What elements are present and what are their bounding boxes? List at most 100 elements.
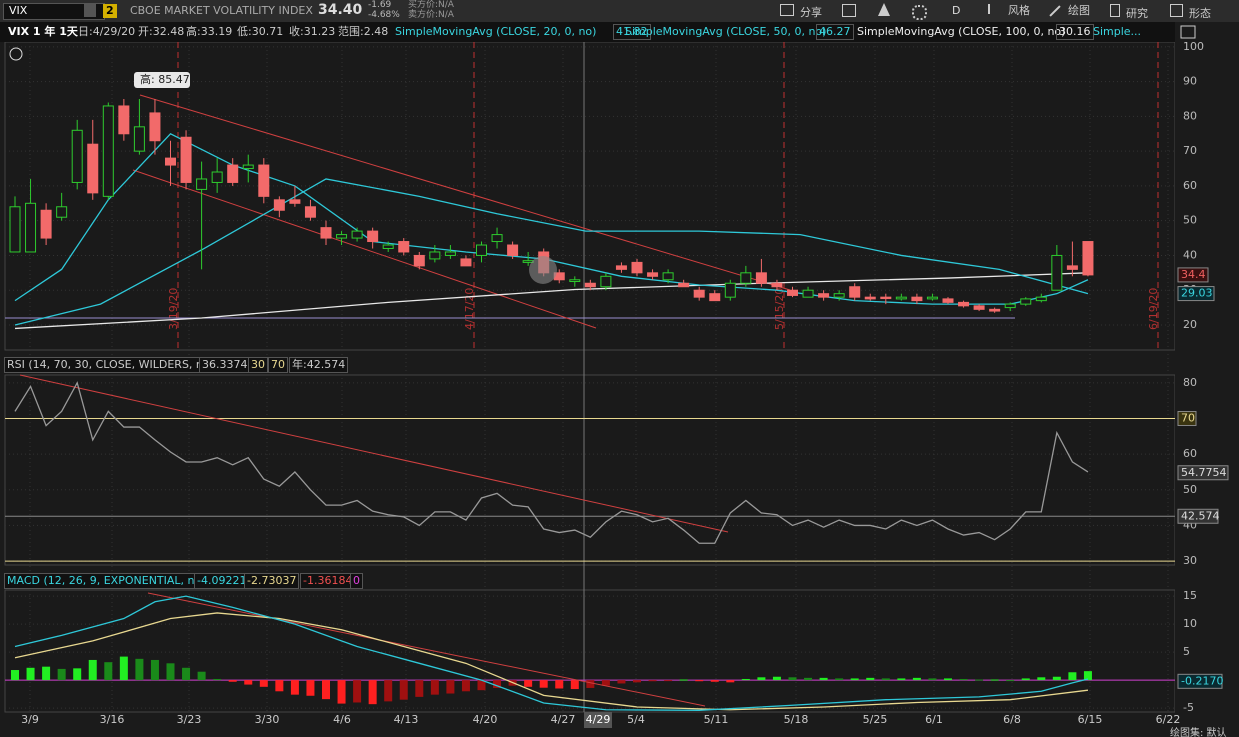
value-badge-label: 54.7754 — [1181, 466, 1227, 479]
symbol-dropdown[interactable] — [84, 4, 96, 17]
bar-range: 范围:2.48 — [338, 25, 389, 38]
candle-body — [56, 206, 68, 218]
histogram-bar — [446, 680, 455, 694]
trend-line — [147, 592, 706, 707]
alert-icon — [9, 47, 23, 61]
histogram-bar — [695, 680, 704, 682]
y-tick-label: 50 — [1183, 214, 1197, 227]
style-button[interactable]: 风格 — [988, 4, 1030, 18]
candle-body — [491, 234, 503, 243]
x-tick-label: 5/18 — [784, 713, 809, 726]
value-badge — [1177, 508, 1219, 524]
bar-close: 收:31.23 — [289, 25, 336, 38]
toolbar: VIX 2 CBOE MARKET VOLATILITY INDEX 34.40… — [0, 0, 1239, 22]
histogram-bar — [990, 679, 999, 681]
candle-body — [911, 296, 923, 302]
histogram-bar — [119, 656, 128, 681]
settings-button[interactable] — [912, 5, 927, 20]
bar-open: 开:32.48 — [138, 25, 185, 38]
histogram-bar — [228, 680, 237, 682]
candle-body — [1020, 298, 1032, 305]
candle-body — [973, 305, 985, 310]
candle-body — [9, 206, 21, 253]
sma-line — [14, 178, 1089, 326]
histogram-bar — [835, 678, 844, 681]
candle-body — [740, 272, 752, 284]
timeframe-button[interactable]: D — [952, 4, 961, 17]
study-value: 年:42.574 — [289, 357, 349, 373]
macd-line — [14, 595, 1089, 711]
histogram-bar — [586, 680, 595, 688]
histogram-bar — [959, 678, 968, 681]
snapshot-button[interactable] — [842, 4, 856, 17]
expand-icon — [1180, 25, 1196, 39]
histogram-bar — [244, 680, 253, 685]
chart-header: VIX 1 年 1天 日:4/29/20 开:32.48 高:33.19 低:3… — [0, 22, 1175, 42]
histogram-bar — [150, 659, 159, 681]
candle-body — [320, 227, 332, 239]
bid: 买方价:N/A — [408, 0, 454, 10]
study-value: 36.3374 — [199, 357, 251, 373]
bar-low: 低:30.71 — [237, 25, 284, 38]
histogram-bar — [135, 658, 144, 681]
histogram-bar — [741, 678, 750, 681]
candle-body — [693, 289, 705, 298]
study-name: SimpleMovingAvg (CLOSE, 50, 0, no) — [625, 25, 827, 38]
value-badge-label: 42.574 — [1181, 509, 1220, 522]
y-tick-label: 100 — [1183, 40, 1204, 53]
histogram-bar — [726, 680, 735, 683]
candle-body — [678, 282, 690, 288]
y-tick-label: 40 — [1183, 248, 1197, 261]
candle-body — [755, 272, 767, 284]
candle-body — [87, 143, 99, 194]
patterns-button[interactable]: 形态 — [1170, 4, 1211, 21]
study-value: -1.36184 — [300, 573, 356, 589]
y-tick-label: 10 — [1183, 617, 1197, 630]
histogram-bar — [1052, 676, 1061, 681]
candle-body — [429, 251, 441, 260]
x-tick-label: 6/1 — [925, 713, 943, 726]
drawing-button[interactable]: 绘图 — [1048, 4, 1090, 18]
flask-button[interactable] — [878, 3, 890, 16]
candle-body — [615, 265, 627, 270]
study-value: -4.09221 — [194, 573, 250, 589]
candle-body — [926, 296, 938, 300]
candle-body — [133, 126, 145, 152]
candle-body — [771, 282, 783, 288]
histogram-bar — [897, 678, 906, 681]
candle-body — [382, 244, 394, 249]
y-tick-label: 60 — [1183, 447, 1197, 460]
study-name: SimpleMovingAvg (CLOSE, 20, 0, no) — [395, 25, 597, 38]
candle-body — [304, 206, 316, 218]
histogram-bar — [57, 668, 66, 681]
link-badge[interactable]: 2 — [103, 4, 117, 18]
histogram-bar — [368, 680, 377, 705]
studies-button[interactable]: 研究 — [1110, 4, 1148, 21]
macd-header: MACD (12, 26, 9, EXPONENTIAL, no) -4.092… — [0, 571, 380, 591]
candle-body — [289, 199, 301, 204]
candle-body — [600, 275, 612, 288]
study-name: MACD (12, 26, 9, EXPONENTIAL, no) — [4, 573, 209, 589]
histogram-bar — [275, 680, 284, 692]
last-price: 34.40 — [318, 2, 363, 18]
candle-body — [1066, 265, 1078, 270]
histogram-bar — [1037, 677, 1046, 681]
candle-body — [662, 272, 674, 281]
sma-line — [14, 272, 1088, 330]
study-value: -2.73037 — [244, 573, 300, 589]
histogram-bar — [601, 680, 610, 686]
candle-body — [833, 293, 845, 298]
event-label: 5/15/20 — [773, 288, 786, 330]
candle-body — [989, 308, 1001, 312]
ask: 卖方价:N/A — [408, 10, 454, 20]
cursor-marker — [529, 256, 557, 284]
x-tick-label: 6/22 — [1156, 713, 1181, 726]
histogram-bar — [353, 680, 362, 703]
share-button[interactable]: 分享 — [780, 4, 822, 20]
panel — [4, 589, 1176, 713]
study-value: 46.27 — [816, 24, 854, 40]
histogram-bar — [928, 678, 937, 681]
histogram-bar — [679, 679, 688, 681]
value-badge — [1177, 465, 1229, 481]
histogram-bar — [415, 680, 424, 697]
